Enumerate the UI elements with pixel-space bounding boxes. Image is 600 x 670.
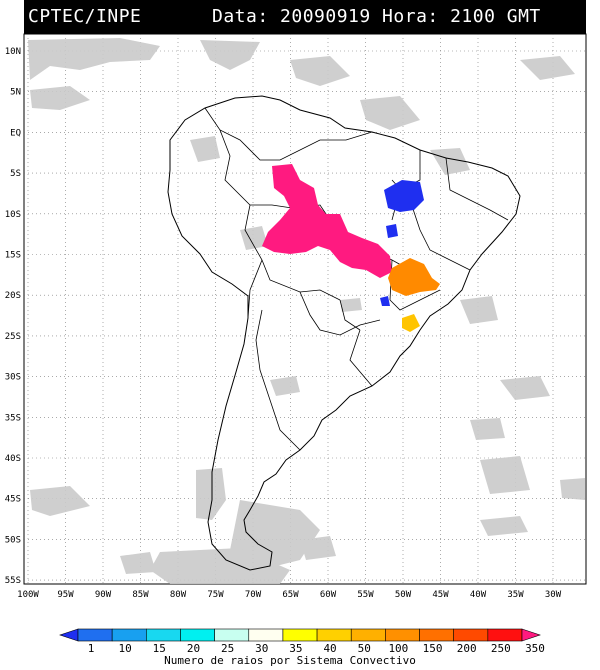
lon-tick-label: 40W bbox=[470, 590, 487, 600]
lat-tick-label: 5S bbox=[10, 169, 21, 179]
colorbar-label: 30 bbox=[255, 642, 268, 655]
map-frame bbox=[23, 33, 587, 585]
colorbar-segment bbox=[350, 628, 386, 642]
lat-tick-label: 10N bbox=[5, 47, 21, 57]
colorbar-segment bbox=[487, 628, 523, 642]
colorbar-segment bbox=[316, 628, 352, 642]
convective-systems bbox=[262, 164, 440, 332]
lon-tick-label: 35W bbox=[507, 590, 524, 600]
colorbar-segment bbox=[419, 628, 454, 642]
lon-tick-label: 55W bbox=[357, 590, 374, 600]
colorbar-label: 150 bbox=[423, 642, 443, 655]
colorbar-label: 50 bbox=[358, 642, 371, 655]
lon-tick-label: 90W bbox=[95, 590, 112, 600]
lat-lon-grid bbox=[24, 34, 586, 584]
cluster-blue-north bbox=[384, 180, 424, 212]
lat-tick-label: 25S bbox=[5, 332, 21, 342]
cluster-blue-small bbox=[380, 296, 390, 306]
colorbar-segment bbox=[248, 628, 284, 642]
lat-tick-label: 20S bbox=[5, 291, 21, 301]
colorbar-label: 250 bbox=[491, 642, 511, 655]
lon-tick-label: 100W bbox=[17, 590, 39, 600]
colorbar-right-arrow bbox=[521, 628, 541, 642]
cluster-orange bbox=[388, 258, 440, 296]
colorbar-label: 100 bbox=[388, 642, 408, 655]
lat-tick-label: 45S bbox=[5, 495, 21, 505]
lat-tick-label: EQ bbox=[10, 128, 21, 138]
colorbar-label: 10 bbox=[119, 642, 132, 655]
colorbar-segment bbox=[180, 628, 215, 642]
colorbar-label: 350 bbox=[525, 642, 545, 655]
lon-tick-label: 45W bbox=[432, 590, 449, 600]
lon-tick-label: 85W bbox=[132, 590, 149, 600]
lat-tick-label: 10S bbox=[5, 210, 21, 220]
colorbar-segment bbox=[453, 628, 489, 642]
lat-tick-label: 50S bbox=[5, 535, 21, 545]
lightning-colorbar: 1 10 15 20 25 30 35 40 50 100 150 200 250 350 bbox=[59, 628, 545, 655]
lon-tick-label: 95W bbox=[57, 590, 74, 600]
colorbar-label: 20 bbox=[187, 642, 200, 655]
colorbar-segment bbox=[146, 628, 181, 642]
header-organization: CPTEC/INPE bbox=[28, 6, 142, 27]
lat-tick-label: 5N bbox=[10, 88, 21, 98]
cluster-blue-mid bbox=[386, 224, 398, 238]
lat-tick-label: 15S bbox=[5, 251, 21, 261]
lon-tick-label: 65W bbox=[282, 590, 299, 600]
colorbar-segment bbox=[385, 628, 420, 642]
colorbar-label: 40 bbox=[323, 642, 336, 655]
colorbar-label: 200 bbox=[457, 642, 477, 655]
colorbar-segment bbox=[282, 628, 318, 642]
lon-tick-label: 70W bbox=[245, 590, 262, 600]
cloud-cover bbox=[28, 38, 585, 584]
colorbar-label: 25 bbox=[221, 642, 234, 655]
colorbar-title: Numero de raios por Sistema Convectivo bbox=[164, 654, 416, 667]
longitude-tick-labels: 100W 95W 90W 85W 80W 75W 70W 65W 60W 55W 50W 45W 40W… bbox=[17, 590, 562, 600]
lat-tick-label: 40S bbox=[5, 454, 21, 464]
lat-tick-label: 35S bbox=[5, 413, 21, 423]
lon-tick-label: 60W bbox=[320, 590, 337, 600]
colorbar-label: 35 bbox=[289, 642, 302, 655]
lon-tick-label: 75W bbox=[207, 590, 224, 600]
cluster-magenta bbox=[262, 164, 392, 278]
header-bar: CPTEC/INPE Data: 20090919 Hora: 2100 GMT bbox=[24, 0, 586, 34]
lon-tick-label: 80W bbox=[170, 590, 187, 600]
colorbar-segment bbox=[77, 628, 113, 642]
header-datetime: Data: 20090919 Hora: 2100 GMT bbox=[212, 6, 541, 27]
colorbar-segment bbox=[111, 628, 147, 642]
lat-tick-label: 55S bbox=[5, 576, 21, 586]
latitude-tick-labels: 10N 5N EQ 5S 10S 15S 20S 25S 30S 35S 40S 45S 50S 55S bbox=[5, 47, 21, 586]
south-america-coastline bbox=[167, 95, 521, 571]
lon-tick-label: 50W bbox=[395, 590, 412, 600]
colorbar-segment bbox=[214, 628, 250, 642]
colorbar-label: 1 bbox=[88, 642, 95, 655]
colorbar-label: 15 bbox=[153, 642, 166, 655]
lat-tick-label: 30S bbox=[5, 373, 21, 383]
colorbar-left-arrow bbox=[59, 628, 79, 642]
cluster-yellow bbox=[402, 314, 420, 332]
lon-tick-label: 30W bbox=[545, 590, 562, 600]
